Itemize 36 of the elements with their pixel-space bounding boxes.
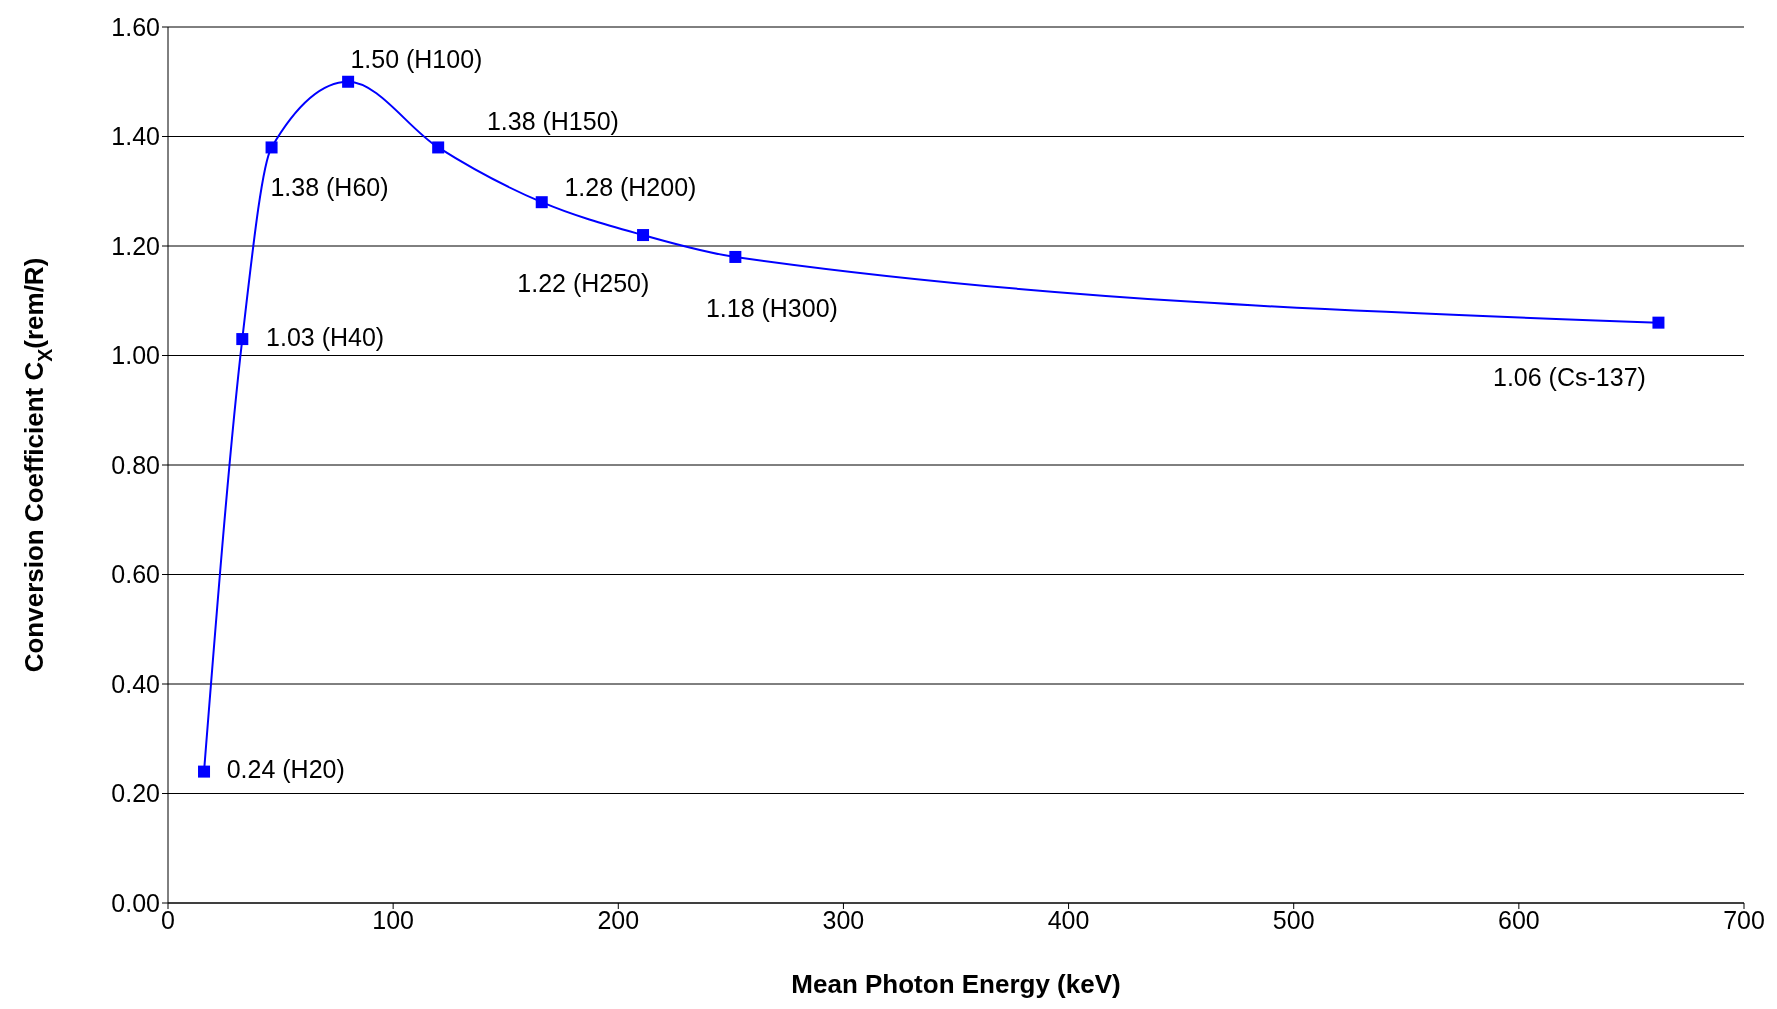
point xyxy=(265,141,278,154)
point xyxy=(535,196,548,209)
y-tick-label: 0.20 xyxy=(111,779,160,808)
point xyxy=(637,229,650,242)
point xyxy=(236,333,249,346)
data-label: 0.24 (H20) xyxy=(226,755,345,784)
point xyxy=(342,75,355,88)
x-tick-label: 400 xyxy=(1047,905,1090,934)
x-tick-label: 200 xyxy=(597,905,640,934)
data-label: 1.06 (Cs-137) xyxy=(1493,362,1646,391)
y-tick-label: 1.00 xyxy=(111,341,160,370)
x-tick-label: 300 xyxy=(822,905,865,934)
y-tick-label: 0.80 xyxy=(111,450,160,479)
y-tick-label: 1.40 xyxy=(111,122,160,151)
x-tick-label: 0 xyxy=(161,905,175,934)
data-label: 1.03 (H40) xyxy=(266,322,385,351)
data-label: 1.28 (H200) xyxy=(564,173,697,202)
data-label: 1.50 (H100) xyxy=(350,44,483,73)
y-tick-label: 0.60 xyxy=(111,560,160,589)
point xyxy=(198,765,211,778)
x-tick-label: 100 xyxy=(372,905,414,934)
point xyxy=(1652,316,1665,329)
data-label: 1.38 (H150) xyxy=(486,107,619,136)
data-label: 1.22 (H250) xyxy=(517,268,650,297)
y-tick-label: 1.20 xyxy=(111,231,160,260)
y-tick-label: 0.40 xyxy=(111,669,160,698)
y-tick-label: 0.00 xyxy=(111,888,160,917)
point xyxy=(432,141,445,154)
data-label: 1.38 (H60) xyxy=(270,172,389,201)
x-tick-label: 700 xyxy=(1723,905,1765,934)
data-label: 1.18 (H300) xyxy=(705,293,838,322)
point xyxy=(729,250,742,263)
y-tick-label: 1.60 xyxy=(111,12,160,41)
x-tick-label: 600 xyxy=(1498,905,1540,934)
x-tick-label: 500 xyxy=(1272,905,1315,934)
x-axis-title: Mean Photon Energy (keV) xyxy=(791,969,1121,999)
